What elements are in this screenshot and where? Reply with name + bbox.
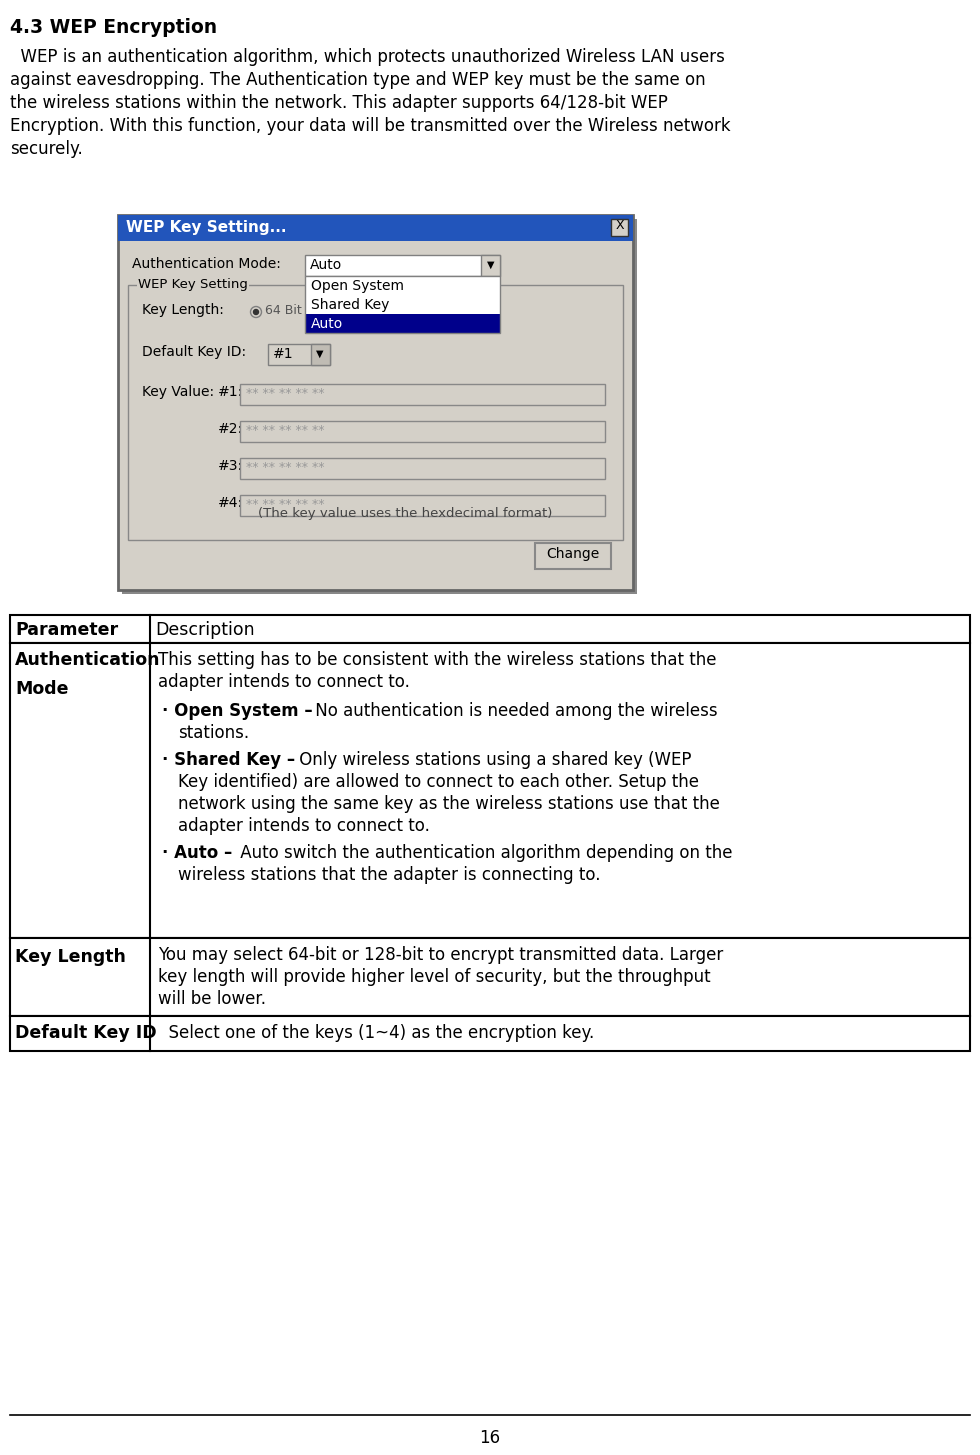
Text: · Open System –: · Open System – (162, 701, 313, 720)
Text: ▼: ▼ (487, 260, 495, 271)
Text: Default Key ID: Default Key ID (15, 1024, 157, 1042)
Text: securely.: securely. (10, 140, 82, 159)
Text: WEP is an authentication algorithm, which protects unauthorized Wireless LAN use: WEP is an authentication algorithm, whic… (10, 48, 725, 65)
Text: ▼: ▼ (317, 349, 323, 359)
Text: Auto switch the authentication algorithm depending on the: Auto switch the authentication algorithm… (235, 844, 732, 861)
Text: This setting has to be consistent with the wireless stations that the: This setting has to be consistent with t… (158, 650, 716, 669)
FancyBboxPatch shape (305, 295, 500, 314)
FancyBboxPatch shape (10, 938, 970, 1016)
Text: No authentication is needed among the wireless: No authentication is needed among the wi… (310, 701, 717, 720)
Text: Description: Description (155, 621, 255, 639)
FancyBboxPatch shape (122, 220, 637, 594)
Text: (The key value uses the hexdecimal format): (The key value uses the hexdecimal forma… (258, 506, 553, 519)
Text: ** ** ** ** **: ** ** ** ** ** (246, 387, 324, 400)
Text: #2:: #2: (218, 422, 243, 436)
Text: Change: Change (547, 547, 600, 562)
Text: #1:: #1: (218, 386, 243, 399)
FancyBboxPatch shape (305, 314, 500, 333)
Text: stations.: stations. (178, 725, 249, 742)
FancyBboxPatch shape (268, 343, 330, 365)
Circle shape (251, 307, 262, 317)
FancyBboxPatch shape (240, 458, 605, 479)
FancyBboxPatch shape (10, 615, 970, 643)
Circle shape (311, 307, 321, 317)
Text: 64 Bit: 64 Bit (265, 304, 301, 317)
FancyBboxPatch shape (311, 343, 330, 365)
Text: adapter intends to connect to.: adapter intends to connect to. (178, 818, 430, 835)
FancyBboxPatch shape (535, 543, 611, 569)
Text: Only wireless stations using a shared key (WEP: Only wireless stations using a shared ke… (294, 751, 692, 770)
FancyBboxPatch shape (118, 215, 633, 242)
FancyBboxPatch shape (10, 1016, 970, 1051)
FancyBboxPatch shape (128, 285, 623, 540)
Text: ** ** ** ** **: ** ** ** ** ** (246, 498, 324, 511)
Circle shape (254, 310, 259, 314)
Text: Default Key ID:: Default Key ID: (142, 345, 246, 359)
Text: wireless stations that the adapter is connecting to.: wireless stations that the adapter is co… (178, 866, 601, 885)
Text: 4.3 WEP Encryption: 4.3 WEP Encryption (10, 17, 218, 36)
Text: Select one of the keys (1~4) as the encryption key.: Select one of the keys (1~4) as the encr… (158, 1024, 594, 1042)
Text: WEP Key Setting: WEP Key Setting (138, 278, 248, 291)
FancyBboxPatch shape (305, 276, 500, 295)
Text: Key Value:: Key Value: (142, 386, 214, 399)
FancyBboxPatch shape (305, 255, 500, 276)
Text: the wireless stations within the network. This adapter supports 64/128-bit WEP: the wireless stations within the network… (10, 95, 668, 112)
Text: WEP Key Setting...: WEP Key Setting... (126, 220, 286, 236)
Text: against eavesdropping. The Authentication type and WEP key must be the same on: against eavesdropping. The Authenticatio… (10, 71, 706, 89)
Text: You may select 64-bit or 128-bit to encrypt transmitted data. Larger: You may select 64-bit or 128-bit to encr… (158, 946, 723, 965)
FancyBboxPatch shape (481, 255, 500, 276)
Text: X: X (615, 220, 624, 231)
Text: · Shared Key –: · Shared Key – (162, 751, 295, 770)
Text: will be lower.: will be lower. (158, 989, 266, 1008)
Text: adapter intends to connect to.: adapter intends to connect to. (158, 674, 410, 691)
Text: Key Length:: Key Length: (142, 303, 223, 317)
Text: Auto: Auto (311, 317, 343, 330)
Text: network using the same key as the wireless stations use that the: network using the same key as the wirele… (178, 794, 720, 813)
Text: key length will provide higher level of security, but the throughput: key length will provide higher level of … (158, 968, 710, 986)
Text: Authentication
Mode: Authentication Mode (15, 650, 161, 698)
Text: Parameter: Parameter (15, 621, 119, 639)
Text: 16: 16 (479, 1429, 501, 1448)
FancyBboxPatch shape (611, 220, 628, 236)
Text: #3:: #3: (218, 458, 243, 473)
Text: · Auto –: · Auto – (162, 844, 232, 861)
Text: Key Length: Key Length (15, 949, 125, 966)
FancyBboxPatch shape (240, 495, 605, 517)
Text: Auto: Auto (310, 258, 342, 272)
FancyBboxPatch shape (240, 384, 605, 404)
Text: 128 Bit: 128 Bit (324, 304, 369, 317)
Text: #1: #1 (273, 346, 294, 361)
FancyBboxPatch shape (118, 215, 633, 589)
Text: Open System: Open System (311, 279, 404, 292)
FancyBboxPatch shape (10, 643, 970, 938)
Text: ** ** ** ** **: ** ** ** ** ** (246, 461, 324, 474)
FancyBboxPatch shape (240, 420, 605, 442)
Text: ** ** ** ** **: ** ** ** ** ** (246, 423, 324, 436)
Text: Authentication Mode:: Authentication Mode: (132, 258, 281, 271)
Text: Encryption. With this function, your data will be transmitted over the Wireless : Encryption. With this function, your dat… (10, 116, 731, 135)
Text: #4:: #4: (218, 496, 243, 511)
Text: Shared Key: Shared Key (311, 298, 389, 311)
Text: Key identified) are allowed to connect to each other. Setup the: Key identified) are allowed to connect t… (178, 773, 699, 792)
